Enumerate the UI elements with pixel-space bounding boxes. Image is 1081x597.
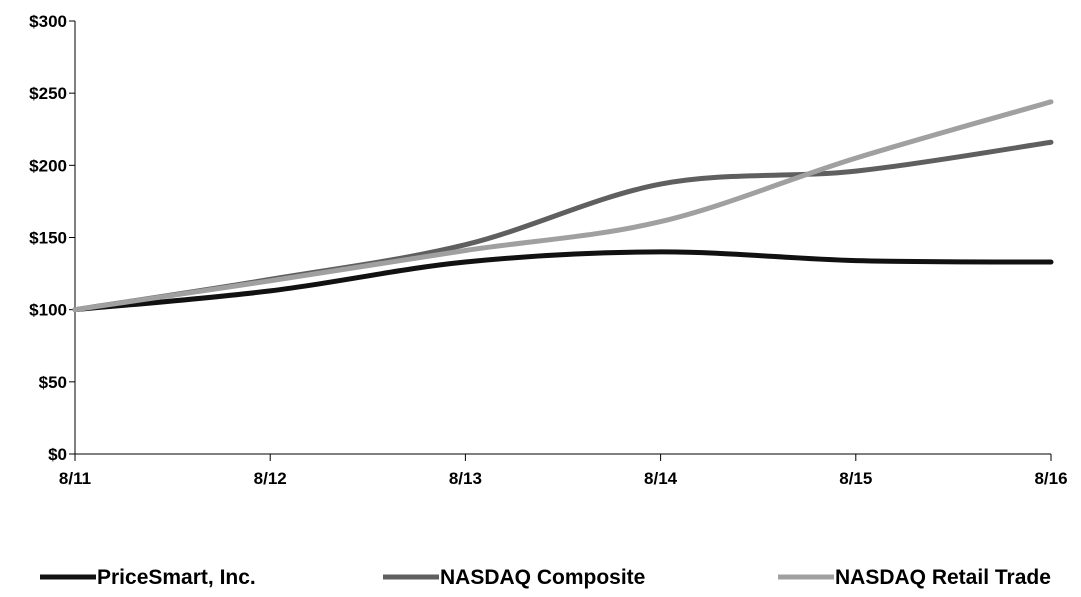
x-tick-label: 8/14 — [644, 469, 678, 488]
legend: PriceSmart, Inc. NASDAQ Composite NASDAQ R… — [40, 566, 1051, 589]
y-tick-label: $300 — [29, 12, 67, 31]
y-tick-label: $150 — [29, 229, 67, 248]
y-tick-label: $50 — [39, 373, 67, 392]
x-tick-label: 8/16 — [1034, 469, 1067, 488]
x-tick-label: 8/13 — [449, 469, 482, 488]
y-tick-label: $100 — [29, 301, 67, 320]
legend-label-1: NASDAQ Composite — [440, 566, 645, 589]
series-line-2 — [72, 99, 1054, 313]
series-lines — [72, 99, 1054, 313]
x-tick-label: 8/11 — [59, 469, 91, 488]
x-tick-label: 8/12 — [254, 469, 287, 488]
y-tick-label: $250 — [29, 84, 67, 103]
y-tick-label: $0 — [48, 445, 67, 464]
x-tick-label: 8/15 — [839, 469, 872, 488]
series-line-0 — [72, 249, 1054, 313]
y-tick-label: $200 — [29, 156, 67, 175]
y-ticks: $0 $50 $100 $150 $200 $250 $300 — [29, 12, 75, 464]
series-line-1 — [72, 139, 1054, 313]
x-ticks: 8/11 8/12 8/13 8/14 8/15 8/16 — [59, 454, 1068, 488]
legend-label-2: NASDAQ Retail Trade — [835, 566, 1051, 589]
legend-label-0: PriceSmart, Inc. — [97, 566, 256, 589]
